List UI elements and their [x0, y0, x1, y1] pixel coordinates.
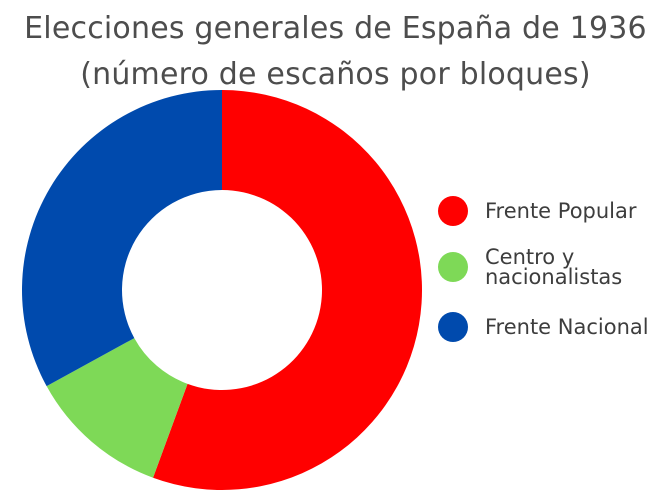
- legend-swatch-centro-nacionalistas: [438, 252, 468, 282]
- legend-label-frente-nacional: Frente Nacional: [485, 315, 649, 339]
- slice-frente-nacional: [22, 89, 222, 387]
- chart-title: Elecciones generales de España de 1936 (…: [0, 6, 671, 98]
- chart-title-line-2: (número de escaños por bloques): [80, 57, 591, 92]
- legend-item-centro-nacionalistas: Centro y nacionalistas: [438, 245, 623, 289]
- slice-centro-nacionalistas: [46, 338, 188, 478]
- legend-label-frente-popular: Frente Popular: [485, 199, 637, 223]
- chart-title-line-1: Elecciones generales de España de 1936: [24, 11, 647, 46]
- slice-frente-popular: [153, 90, 423, 491]
- legend-label-centro-nacionalistas: Centro y nacionalistas: [485, 245, 623, 289]
- legend-swatch-frente-popular: [438, 196, 468, 226]
- donut-slices: [22, 89, 423, 491]
- legend-item-frente-popular: Frente Popular: [438, 196, 637, 226]
- legend-swatch-frente-nacional: [438, 312, 468, 342]
- legend-item-frente-nacional: Frente Nacional: [438, 312, 649, 342]
